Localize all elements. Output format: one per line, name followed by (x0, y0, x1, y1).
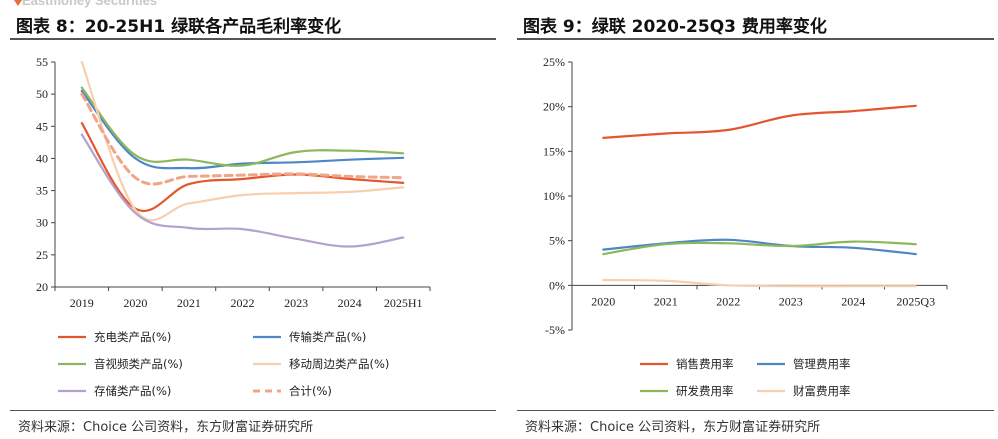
right-x-tick-label: 2024 (841, 294, 865, 308)
right-x-tick-label: 2022 (716, 294, 740, 308)
right-y-tick-label: 5% (549, 234, 565, 248)
right-source-divider (517, 410, 994, 411)
right-series-line-1 (602, 104, 917, 139)
right-y-tick-label: 0% (549, 278, 565, 292)
right-x-tick-label: 2021 (654, 294, 678, 308)
left-series-line-1 (80, 122, 405, 212)
left-series-line-5 (80, 133, 405, 248)
right-y-tick-label: 20% (543, 100, 565, 114)
right-y-tick-label: 10% (543, 189, 565, 203)
watermark: Eastmoney Securities (22, 0, 158, 8)
left-x-tick-label: 2020 (123, 296, 147, 310)
watermark-triangle-icon (14, 0, 22, 6)
left-legend-label-1: 充电类产品(%) (94, 330, 171, 344)
left-source-divider (10, 410, 496, 411)
right-title-divider (517, 38, 994, 40)
left-title-divider (10, 38, 496, 40)
left-y-tick-label: 20 (36, 280, 48, 294)
left-legend-label-4: 移动周边类产品(%) (289, 357, 389, 371)
right-source-note: 资料来源：Choice 公司资料，东方财富证券研究所 (525, 420, 821, 435)
left-x-tick-label: 2019 (70, 296, 94, 310)
right-x-tick-label: 2025Q3 (896, 294, 935, 308)
left-y-tick-label: 25 (36, 248, 48, 262)
left-legend-label-2: 传输类产品(%) (289, 330, 366, 344)
left-chart-title: 图表 8：20-25H1 绿联各产品毛利率变化 (16, 17, 342, 37)
right-x-tick-label: 2020 (591, 294, 615, 308)
right-y-tick-label: -5% (545, 323, 565, 337)
right-legend-label-1: 销售费用率 (676, 357, 734, 371)
left-y-tick-label: 45 (36, 119, 48, 133)
left-y-tick-label: 30 (36, 216, 48, 230)
left-series-line-3 (80, 86, 405, 167)
right-series-line-4 (602, 278, 917, 288)
left-series-line-2 (80, 89, 405, 170)
right-series-line-3 (602, 240, 917, 256)
right-y-tick-label: 25% (543, 55, 565, 69)
right-chart-panel: 图表 9：绿联 2020-25Q3 费用率变化 -5% 0% 5% 10% 15% 20%… (507, 0, 998, 439)
right-expense-ratio-chart: -5% 0% 5% 10% 15% 20% 25% 2020 2021 2022 2023 2024 2… (543, 55, 948, 398)
left-chart-panel: 图表 8：20-25H1 绿联各产品毛利率变化 20 25 30 35 40 45 50 55… (10, 17, 496, 435)
left-x-tick-label: 2023 (284, 296, 308, 310)
left-x-tick-label: 2022 (231, 296, 255, 310)
left-y-tick-label: 50 (36, 87, 48, 101)
right-chart-title: 图表 9：绿联 2020-25Q3 费用率变化 (523, 17, 827, 37)
right-legend-label-3: 研发费用率 (676, 384, 734, 398)
left-x-tick-label: 2025H1 (384, 296, 423, 310)
left-legend-label-3: 音视频类产品(%) (94, 357, 183, 371)
left-y-tick-label: 35 (36, 184, 48, 198)
right-legend-label-4: 财富费用率 (793, 384, 851, 398)
left-series-line-4 (80, 60, 405, 222)
left-source-note: 资料来源：Choice 公司资料，东方财富证券研究所 (18, 420, 314, 435)
left-legend-label-6: 合计(%) (289, 384, 332, 398)
left-x-tick-label: 2024 (338, 296, 362, 310)
left-y-tick-label: 40 (36, 151, 48, 165)
right-x-tick-label: 2023 (779, 294, 803, 308)
left-gross-margin-chart: 20 25 30 35 40 45 50 55 2019 2020 2021 2022 2023 2024… (36, 55, 431, 398)
right-legend-label-2: 管理费用率 (793, 357, 851, 371)
left-series-line-6 (80, 92, 405, 186)
left-x-tick-label: 2021 (177, 296, 201, 310)
left-legend-label-5: 存储类产品(%) (94, 384, 171, 398)
right-y-tick-label: 15% (543, 144, 565, 158)
left-y-tick-label: 55 (36, 55, 48, 69)
